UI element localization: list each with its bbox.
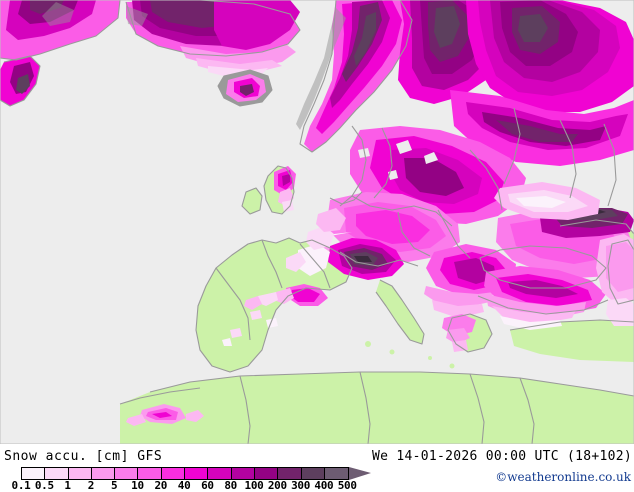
copyright-label: ©weatheronline.co.uk <box>495 470 631 484</box>
forecast-map[interactable] <box>0 0 634 444</box>
parameter-title: Snow accu. [cm] GFS <box>4 449 163 464</box>
colorbar-swatch-8 <box>208 468 232 479</box>
colorbar-swatch-7 <box>185 468 209 479</box>
colorbar-tick-60: 60 <box>201 479 214 492</box>
colorbar-tick-200: 200 <box>267 479 287 492</box>
colorbar-tick-500: 500 <box>337 479 357 492</box>
colorbar-swatch-12 <box>301 468 325 479</box>
colorbar-tick-40: 40 <box>177 479 191 492</box>
colorbar-swatch-5 <box>138 468 162 479</box>
borders-layer <box>0 0 634 444</box>
colorbar-tick-300: 300 <box>291 479 311 492</box>
colorbar-swatches[interactable] <box>21 467 350 480</box>
colorbar-swatch-2 <box>68 468 92 479</box>
colorbar-swatch-4 <box>115 468 139 479</box>
colorbar-tick-1: 1 <box>64 479 71 492</box>
colorbar-tick-labels: 0.1 0.5 1 2 5 10 20 40 60 80 100 200 300 400 500 <box>0 479 400 492</box>
colorbar-tick-20: 20 <box>154 479 168 492</box>
colorbar-swatch-13 <box>324 468 349 479</box>
colorbar-swatch-6 <box>161 468 186 479</box>
map-canvas <box>0 0 634 444</box>
run-valid-time: We 14-01-2026 00:00 UTC (18+102) <box>371 449 632 464</box>
colorbar-swatch-3 <box>91 468 116 479</box>
colorbar-tick-0.1: 0.1 <box>11 479 31 492</box>
legend-colorbar[interactable]: 0.1 0.5 1 2 5 10 20 40 60 80 100 200 300 400 500 <box>0 465 400 492</box>
colorbar-tick-80: 80 <box>224 479 238 492</box>
colorbar-swatch-9 <box>231 468 255 479</box>
colorbar-overflow-arrow <box>349 467 372 480</box>
footer-bar: Snow accu. [cm] GFS We 14-01-2026 00:00 … <box>0 444 634 492</box>
colorbar-swatch-1 <box>45 468 69 479</box>
colorbar-swatch-10 <box>254 468 279 479</box>
colorbar-tick-0.5: 0.5 <box>34 479 54 492</box>
colorbar-tick-100: 100 <box>244 479 264 492</box>
colorbar-tick-5: 5 <box>111 479 118 492</box>
colorbar-tick-400: 400 <box>314 479 334 492</box>
snow-accumulation-layer <box>0 0 634 426</box>
colorbar-tick-2: 2 <box>87 479 95 492</box>
colorbar-swatch-0 <box>22 468 46 479</box>
colorbar-swatch-11 <box>278 468 302 479</box>
colorbar-tick-10: 10 <box>131 479 144 492</box>
